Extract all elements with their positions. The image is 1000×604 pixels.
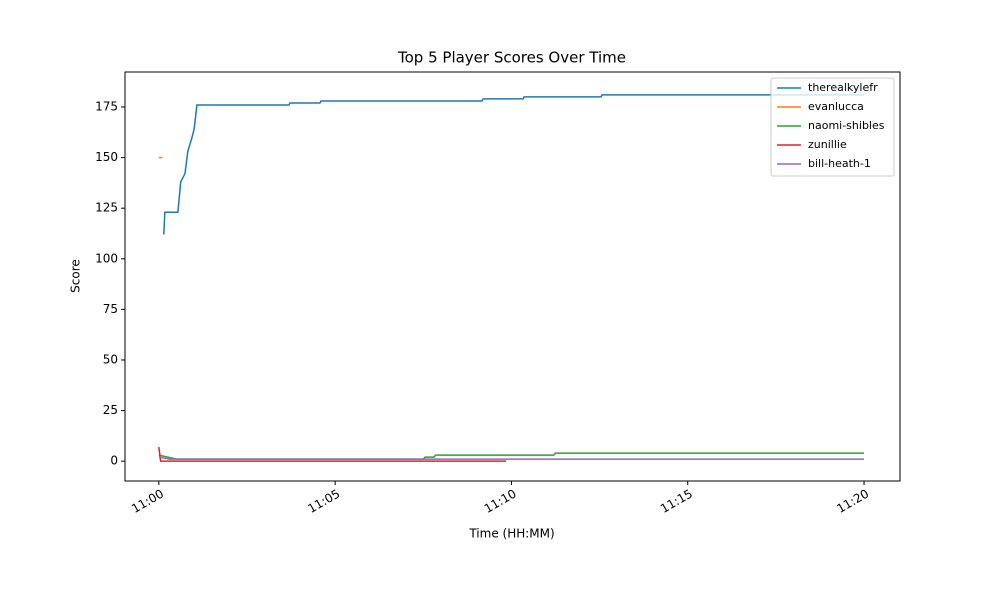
x-tick-label: 11:10 [482, 487, 519, 516]
y-tick-label: 125 [95, 201, 118, 215]
x-axis-label: Time (HH:MM) [468, 527, 554, 541]
series-line [158, 456, 865, 460]
x-tick-label: 11:00 [129, 487, 166, 516]
y-tick-label: 75 [103, 302, 118, 316]
y-tick-label: 25 [103, 403, 118, 417]
x-tick-label: 11:05 [305, 487, 342, 516]
y-tick-label: 50 [103, 352, 118, 366]
chart-title: Top 5 Player Scores Over Time [397, 49, 626, 67]
y-axis-label: Score [69, 259, 83, 293]
series-line [158, 452, 865, 460]
y-tick-label: 175 [95, 100, 118, 114]
y-tick-label: 0 [110, 454, 118, 468]
y-tick-label: 150 [95, 150, 118, 164]
x-tick-label: 11:15 [658, 487, 695, 516]
legend-label: zunillie [808, 138, 847, 151]
legend-label: naomi-shibles [808, 119, 885, 132]
legend-label: evanlucca [808, 100, 864, 113]
series-line [163, 94, 865, 235]
y-tick-label: 100 [95, 251, 118, 265]
series-line [158, 446, 507, 462]
x-tick-label: 11:20 [834, 487, 871, 516]
legend-box [770, 77, 895, 177]
plot-frame [124, 71, 901, 482]
legend-label: therealkylefr [808, 81, 878, 94]
legend-label: bill-heath-1 [808, 157, 871, 170]
